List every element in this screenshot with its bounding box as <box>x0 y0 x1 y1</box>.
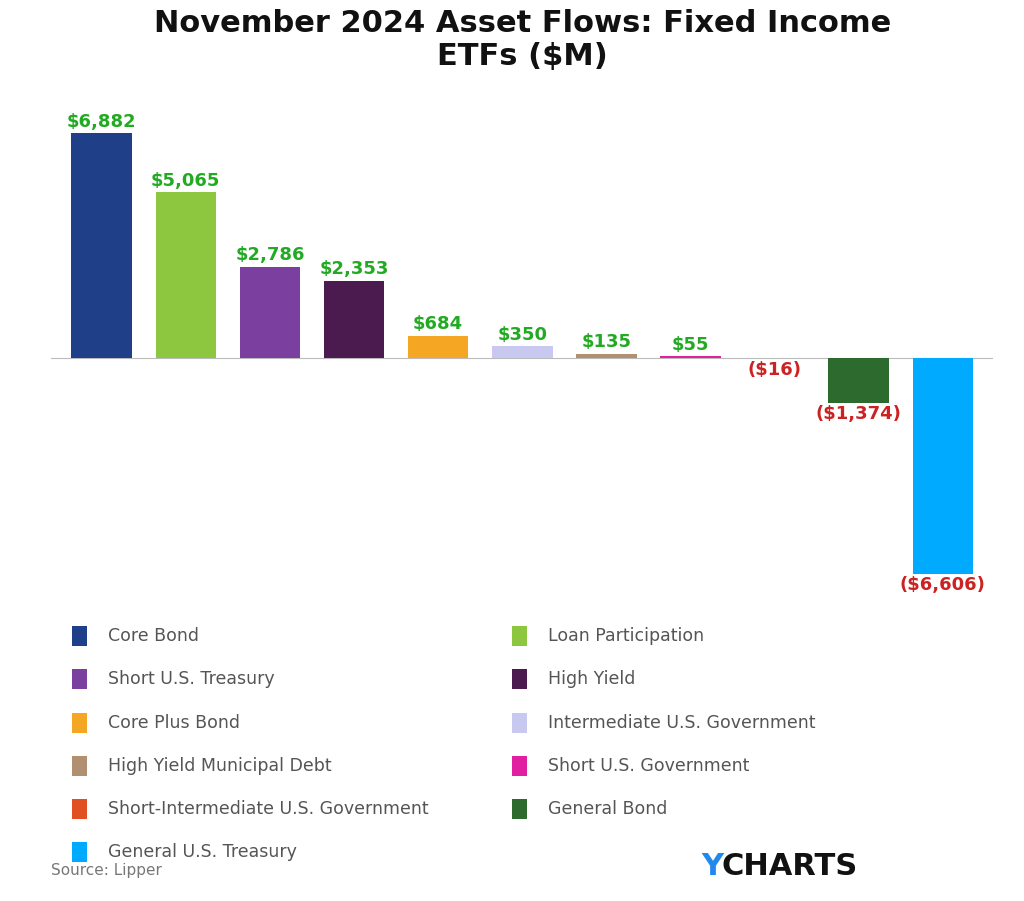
Bar <box>72 133 132 358</box>
Text: Intermediate U.S. Government: Intermediate U.S. Government <box>548 714 815 732</box>
Text: $2,353: $2,353 <box>319 260 389 278</box>
Text: CHARTS: CHARTS <box>722 852 858 881</box>
Bar <box>828 358 889 403</box>
Bar <box>240 267 300 358</box>
Text: Loan Participation: Loan Participation <box>548 627 703 645</box>
Text: Y: Y <box>701 852 723 881</box>
Text: ($16): ($16) <box>748 361 802 379</box>
Bar <box>912 358 973 574</box>
Text: Source: Lipper: Source: Lipper <box>51 863 162 878</box>
Text: ($1,374): ($1,374) <box>816 405 902 423</box>
Text: $2,786: $2,786 <box>236 246 305 264</box>
Text: Short U.S. Government: Short U.S. Government <box>548 757 750 775</box>
Bar <box>324 281 384 358</box>
Bar <box>408 335 468 358</box>
Text: $684: $684 <box>413 315 463 333</box>
Text: $55: $55 <box>672 335 710 353</box>
Text: $350: $350 <box>498 326 547 344</box>
Text: High Yield Municipal Debt: High Yield Municipal Debt <box>108 757 331 775</box>
Text: Short U.S. Treasury: Short U.S. Treasury <box>108 670 274 688</box>
Title: November 2024 Asset Flows: Fixed Income
ETFs ($M): November 2024 Asset Flows: Fixed Income … <box>154 8 891 71</box>
Text: $135: $135 <box>582 332 632 350</box>
Bar <box>660 356 721 358</box>
Bar <box>156 193 216 358</box>
Bar <box>577 353 637 358</box>
Text: Core Bond: Core Bond <box>108 627 199 645</box>
Text: $6,882: $6,882 <box>67 113 136 131</box>
Text: Short-Intermediate U.S. Government: Short-Intermediate U.S. Government <box>108 800 428 818</box>
Text: High Yield: High Yield <box>548 670 635 688</box>
Bar <box>492 347 553 358</box>
Text: ($6,606): ($6,606) <box>900 577 986 595</box>
Text: General U.S. Treasury: General U.S. Treasury <box>108 843 296 861</box>
Text: Core Plus Bond: Core Plus Bond <box>108 714 240 732</box>
Text: General Bond: General Bond <box>548 800 668 818</box>
Text: $5,065: $5,065 <box>152 172 220 190</box>
